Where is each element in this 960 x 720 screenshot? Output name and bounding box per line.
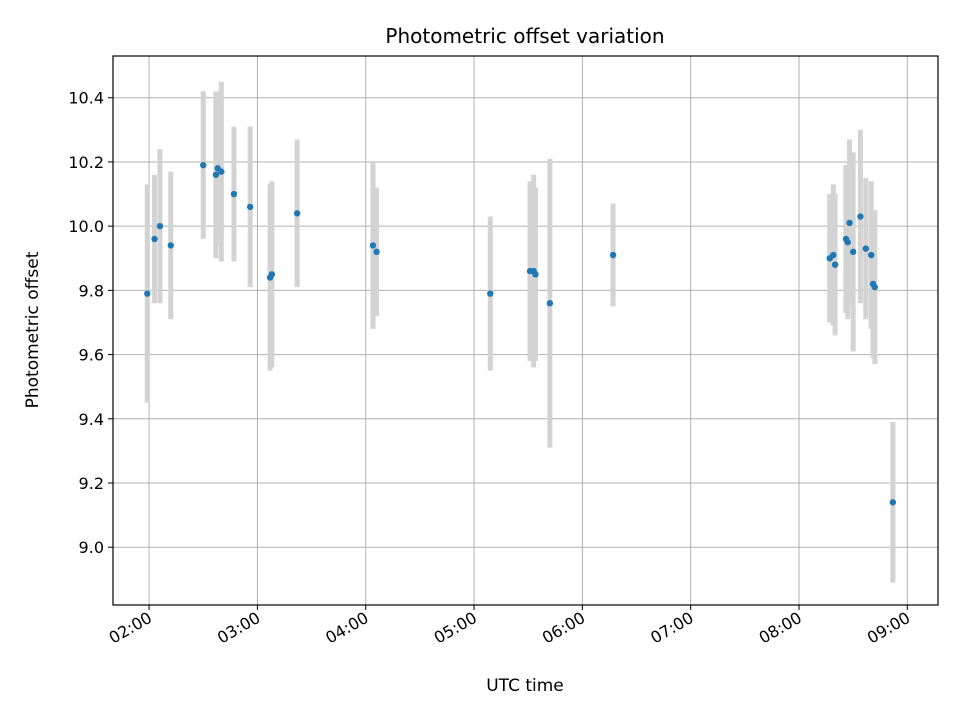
data-point (230, 190, 238, 198)
y-tick-label: 9.6 (79, 346, 104, 365)
data-point (844, 239, 851, 246)
data-point (868, 251, 875, 259)
x-axis-label: UTC time (486, 676, 564, 696)
data-point (846, 219, 853, 227)
data-point (546, 300, 554, 307)
y-tick-label: 9.4 (79, 410, 104, 429)
data-point (889, 499, 897, 506)
data-points (144, 161, 897, 506)
data-point (144, 290, 151, 297)
data-point (167, 242, 174, 249)
data-point (532, 271, 539, 278)
data-point (487, 290, 494, 297)
y-tick-label: 9.0 (79, 538, 104, 557)
y-tick-label: 10.0 (68, 217, 104, 236)
y-tick-label: 9.2 (79, 474, 104, 493)
y-tick-label: 10.4 (68, 89, 104, 108)
data-point (609, 251, 617, 259)
y-tick-label: 9.8 (79, 281, 104, 300)
data-point (268, 271, 276, 278)
data-point (871, 283, 879, 291)
chart-title: Photometric offset variation (385, 24, 664, 48)
y-tick-label: 10.2 (68, 153, 104, 172)
data-point (212, 171, 220, 178)
data-point (218, 168, 225, 175)
data-point (293, 210, 301, 217)
data-point (857, 213, 864, 220)
data-point (200, 161, 207, 169)
data-point (849, 248, 857, 256)
data-point (862, 245, 869, 252)
data-point (830, 251, 837, 259)
y-axis-label: Photometric offset (23, 251, 43, 408)
data-point (156, 222, 164, 230)
data-point (373, 248, 380, 256)
grid-lines (113, 56, 938, 605)
plot-frame (112, 55, 939, 606)
data-point (831, 261, 839, 268)
data-point (369, 242, 377, 249)
data-point (151, 235, 158, 243)
data-point (246, 203, 254, 211)
